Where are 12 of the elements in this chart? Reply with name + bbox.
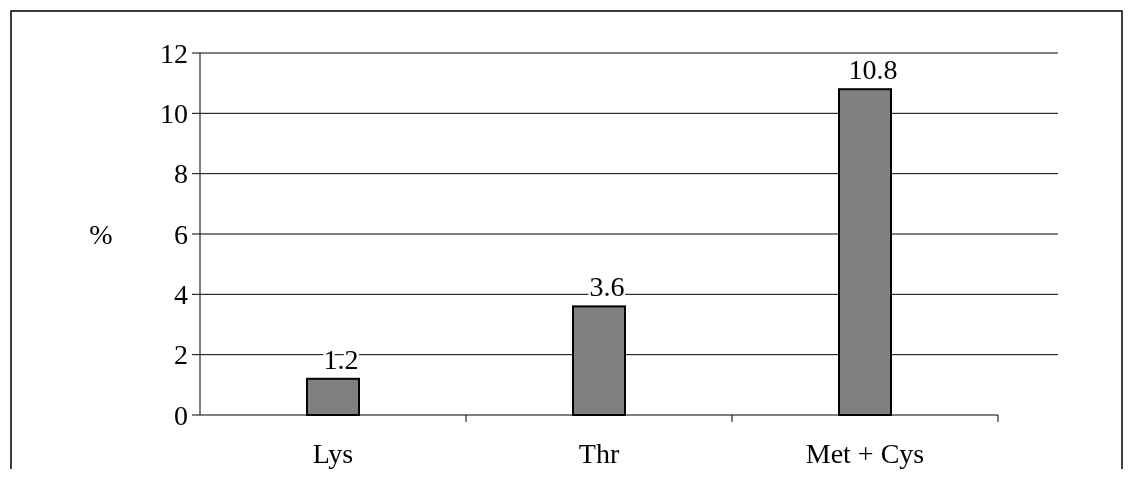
y-tick-label: 2 [174,339,188,371]
x-tick-label: Thr [578,438,620,469]
y-tick-label: 10 [160,98,188,130]
y-axis-title: % [89,218,113,250]
x-tick-label: Met + Cys [805,438,925,469]
y-tick-label: 6 [174,218,188,250]
data-label: 10.8 [848,54,898,86]
x-tick-label: Lys [312,438,354,469]
y-tick-label: 8 [174,158,188,190]
y-tick-label: 12 [160,37,188,69]
y-tick-label: 0 [174,399,188,431]
y-tick-label: 4 [174,279,188,311]
